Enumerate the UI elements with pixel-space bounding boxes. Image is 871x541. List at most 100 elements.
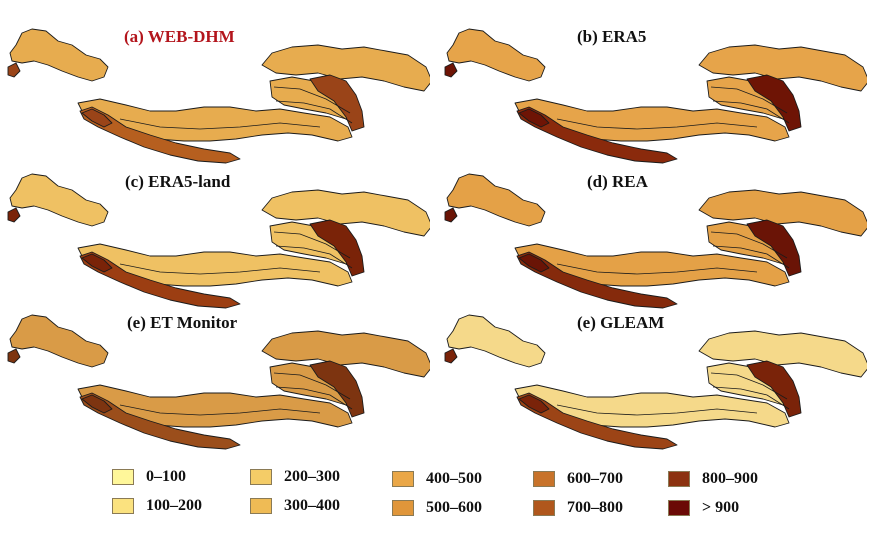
south-belt: [516, 106, 678, 164]
legend-item: 200–300: [250, 466, 340, 488]
sub-basin-boundary: [119, 263, 321, 275]
legend-label: 100–200: [146, 497, 202, 514]
south-belt: [79, 392, 241, 450]
legend-label: 200–300: [284, 468, 340, 485]
map-a: [7, 28, 430, 164]
legend-swatch: [250, 498, 272, 514]
legend-label: 600–700: [567, 470, 623, 487]
upper-basin: [698, 189, 867, 237]
legend-label: 0–100: [146, 468, 186, 485]
map-panel-a: (a) WEB-DHM: [0, 15, 430, 165]
west-stub: [7, 348, 21, 364]
upper-basin: [698, 44, 867, 92]
south-hot-core: [518, 394, 550, 414]
west-stub: [444, 348, 458, 364]
legend-item: 800–900: [668, 468, 758, 490]
sub-basin-boundary: [556, 118, 758, 130]
south-hot-core: [518, 253, 550, 273]
map-panel-d: (d) REA: [437, 160, 867, 310]
legend-label: > 900: [702, 499, 740, 516]
legend-label: 800–900: [702, 470, 758, 487]
legend-item: 600–700: [533, 468, 623, 490]
legend-swatch: [668, 471, 690, 487]
panel-title-a: (a) WEB-DHM: [124, 27, 235, 46]
map-d: [444, 173, 867, 309]
map-c: [7, 173, 430, 309]
east-basin: [309, 74, 365, 132]
sub-basin-boundary: [556, 404, 758, 416]
sub-basin-boundary: [710, 231, 788, 259]
legend-label: 300–400: [284, 497, 340, 514]
south-hot-core: [518, 108, 550, 128]
map-panel-f: (e) GLEAM: [437, 301, 867, 451]
legend-item: 400–500: [392, 468, 482, 490]
legend-label: 700–800: [567, 499, 623, 516]
sub-basin-boundary: [710, 372, 788, 400]
sub-basin-boundary: [119, 118, 321, 130]
legend-item: 0–100: [112, 466, 186, 488]
south-hot-core: [81, 108, 113, 128]
sub-basin-boundary: [273, 372, 351, 400]
legend-item: > 900: [668, 497, 739, 519]
east-basin: [746, 74, 802, 132]
map-f: [444, 314, 867, 450]
panel-title-c: (c) ERA5-land: [125, 172, 231, 191]
legend-item: 100–200: [112, 495, 202, 517]
legend-item: 500–600: [392, 497, 482, 519]
legend-swatch: [392, 471, 414, 487]
legend-swatch: [392, 500, 414, 516]
south-belt: [516, 392, 678, 450]
north-west-basin: [446, 28, 546, 82]
south-belt: [79, 106, 241, 164]
sub-basin-boundary: [712, 386, 790, 410]
south-belt: [516, 251, 678, 309]
east-basin: [746, 360, 802, 418]
panel-title-b: (b) ERA5: [577, 27, 647, 46]
legend-label: 400–500: [426, 470, 482, 487]
legend-item: 300–400: [250, 495, 340, 517]
sub-basin-boundary: [275, 245, 353, 269]
west-stub: [444, 62, 458, 78]
upper-basin: [261, 44, 430, 92]
upper-basin: [261, 189, 430, 237]
map-panel-e: (e) ET Monitor: [0, 301, 430, 451]
sub-basin-boundary: [712, 245, 790, 269]
east-basin: [746, 219, 802, 277]
sub-basin-boundary: [710, 86, 788, 114]
legend-swatch: [668, 500, 690, 516]
legend-swatch: [112, 469, 134, 485]
map-b: [444, 28, 867, 164]
sub-basin-boundary: [556, 263, 758, 275]
map-e: [7, 314, 430, 450]
sub-basin-boundary: [275, 386, 353, 410]
north-west-basin: [9, 28, 109, 82]
legend-swatch: [250, 469, 272, 485]
map-panel-c: (c) ERA5-land: [0, 160, 430, 310]
sub-basin-boundary: [712, 100, 790, 124]
legend-label: 500–600: [426, 499, 482, 516]
north-west-basin: [9, 314, 109, 368]
legend-swatch: [533, 471, 555, 487]
north-west-basin: [446, 173, 546, 227]
sub-basin-boundary: [273, 86, 351, 114]
north-west-basin: [446, 314, 546, 368]
sub-basin-boundary: [273, 231, 351, 259]
panel-title-e: (e) ET Monitor: [127, 313, 238, 332]
panel-title-d: (d) REA: [587, 172, 648, 191]
south-belt: [79, 251, 241, 309]
color-legend: 0–100 100–200 200–300 300–400 400–500 50…: [0, 462, 871, 541]
sub-basin-boundary: [275, 100, 353, 124]
south-hot-core: [81, 394, 113, 414]
north-west-basin: [9, 173, 109, 227]
legend-swatch: [112, 498, 134, 514]
map-panel-b: (b) ERA5: [437, 15, 867, 165]
south-hot-core: [81, 253, 113, 273]
west-stub: [7, 62, 21, 78]
west-stub: [444, 207, 458, 223]
east-basin: [309, 360, 365, 418]
legend-swatch: [533, 500, 555, 516]
east-basin: [309, 219, 365, 277]
west-stub: [7, 207, 21, 223]
sub-basin-boundary: [119, 404, 321, 416]
upper-basin: [698, 330, 867, 378]
